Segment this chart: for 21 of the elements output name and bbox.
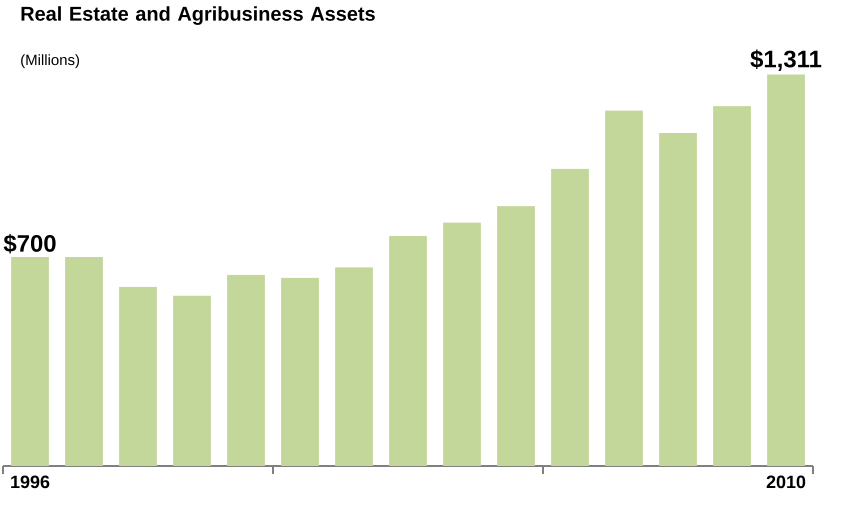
bar: [443, 222, 481, 466]
bar: [713, 106, 751, 466]
chart-subtitle: (Millions): [21, 54, 80, 68]
bar: [497, 206, 535, 466]
bar: [65, 256, 103, 466]
bar: [767, 74, 805, 466]
bar: [335, 267, 373, 466]
data-label: $1,311: [750, 50, 822, 71]
x-tick-label: 1996: [11, 476, 50, 488]
chart-title: Real Estate and Agribusiness Assets: [22, 6, 375, 25]
bar: [659, 133, 697, 466]
bar: [227, 274, 265, 466]
x-tick-label: 2010: [766, 476, 806, 488]
bar: [605, 110, 643, 466]
bar: [173, 296, 211, 466]
data-label: $700: [4, 234, 56, 254]
bar: [551, 168, 589, 466]
bar: [11, 256, 49, 466]
bar: [389, 236, 427, 466]
bar: [281, 278, 319, 466]
bar: [119, 286, 157, 466]
